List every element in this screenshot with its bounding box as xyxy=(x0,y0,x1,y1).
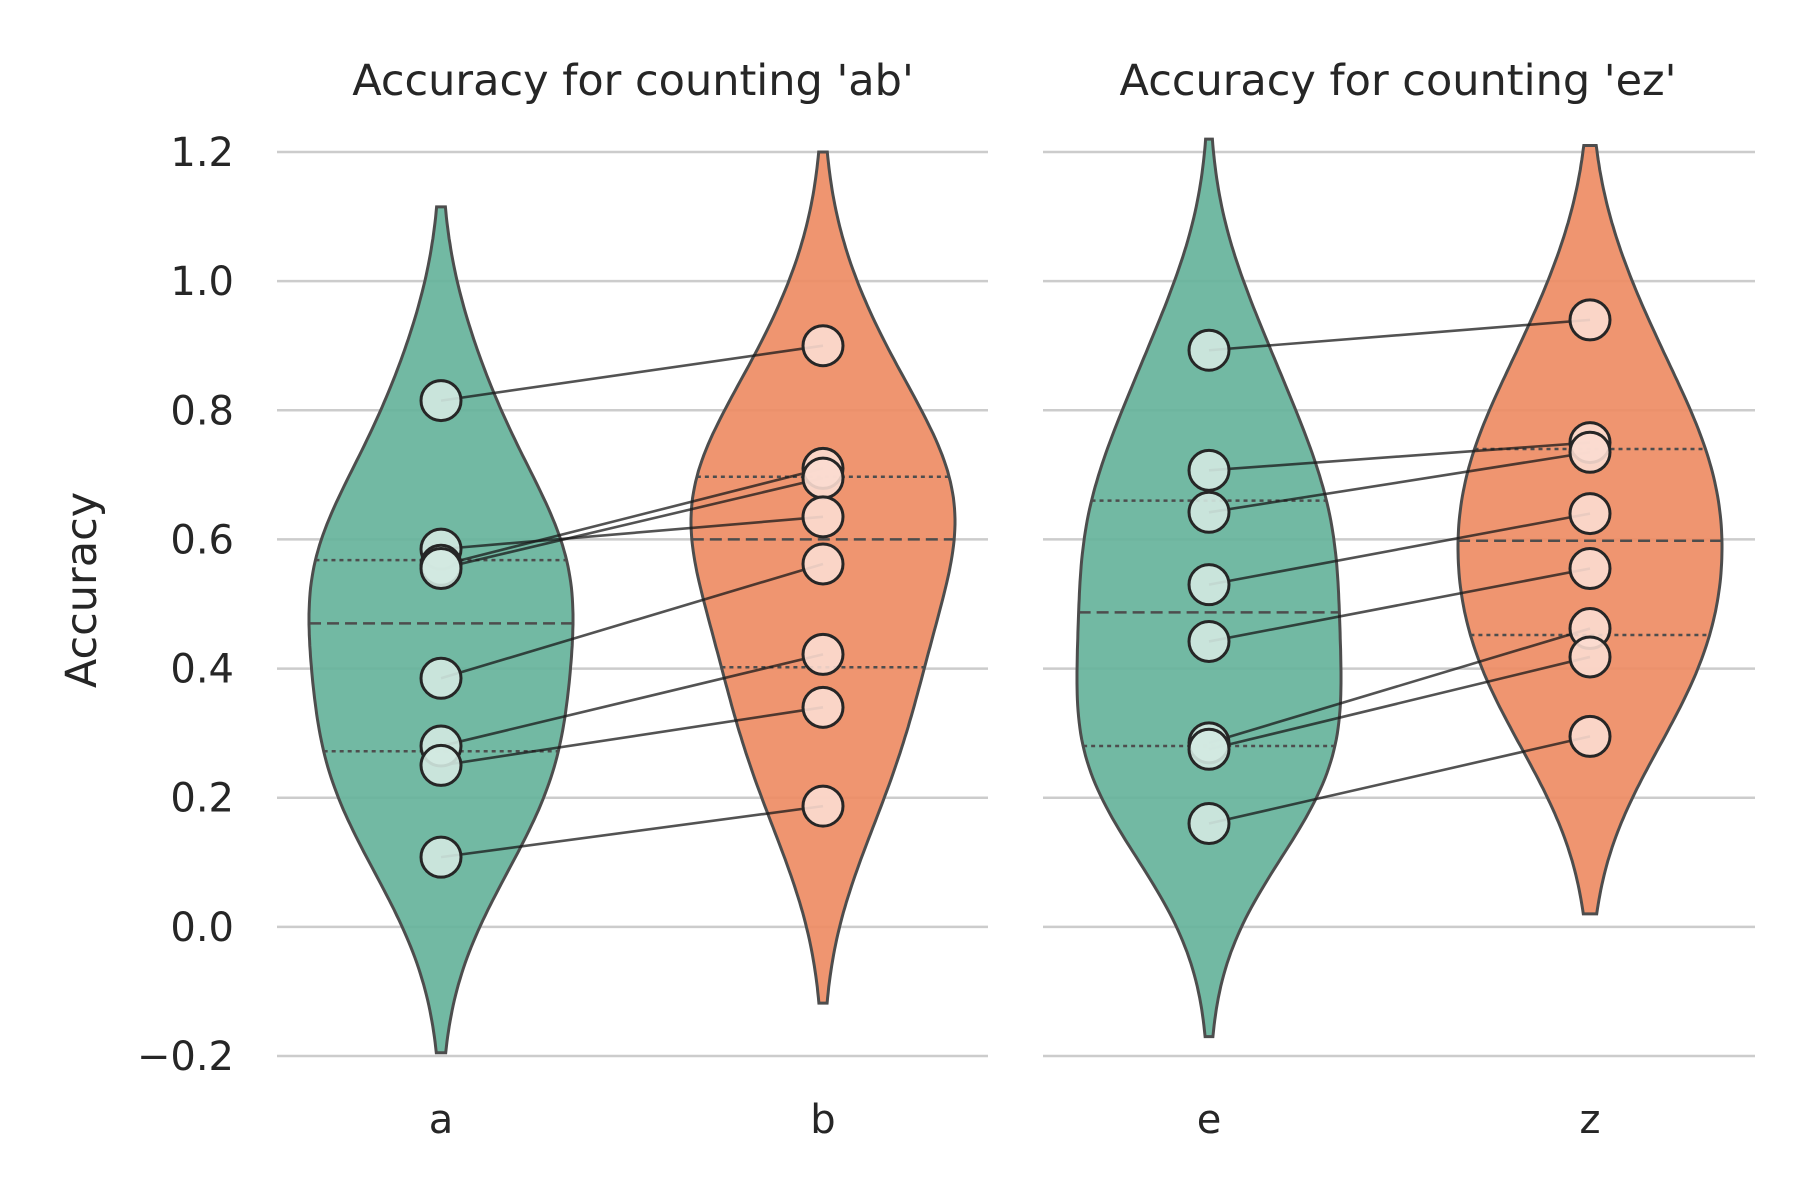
data-point-b xyxy=(801,632,845,676)
y-axis-label: Accuracy xyxy=(57,492,107,688)
data-point-z xyxy=(1568,430,1612,474)
data-point-e xyxy=(1187,490,1231,534)
pair-line xyxy=(1208,567,1591,643)
data-point-e xyxy=(1187,727,1231,771)
panel-title-ab: Accuracy for counting 'ab' xyxy=(352,56,914,106)
y-tick-label: 0.4 xyxy=(170,647,234,693)
data-point-b xyxy=(801,542,845,586)
paired-lines xyxy=(440,318,1591,859)
pair-line xyxy=(440,344,824,402)
y-tick-label: 0.8 xyxy=(170,388,234,434)
x-tick-label-b: b xyxy=(810,1097,835,1143)
data-point-b xyxy=(801,324,845,368)
pair-line xyxy=(440,562,824,680)
pair-line xyxy=(440,706,824,767)
violins xyxy=(307,137,1724,1055)
data-point-z xyxy=(1568,546,1612,590)
pair-line xyxy=(1208,735,1591,825)
pair-line xyxy=(1208,318,1591,352)
x-tick-label-e: e xyxy=(1197,1097,1222,1143)
pair-line xyxy=(440,476,824,570)
pair-line xyxy=(440,804,824,859)
y-tick-label: 0.6 xyxy=(170,517,234,563)
pair-line xyxy=(1208,627,1591,745)
x-tick-label-a: a xyxy=(429,1097,454,1143)
data-point-b xyxy=(801,784,845,828)
pair-line xyxy=(1208,655,1591,751)
data-point-z xyxy=(1568,635,1612,679)
data-point-b xyxy=(801,456,845,500)
violin-a xyxy=(307,205,575,1055)
data-point-z xyxy=(1568,714,1612,758)
data-point-z xyxy=(1568,298,1612,342)
pair-line xyxy=(1208,450,1591,514)
pair-line xyxy=(440,515,824,551)
y-tick-label: 0.0 xyxy=(170,905,234,951)
data-point-e xyxy=(1187,563,1231,607)
y-tick-label: 0.2 xyxy=(170,776,234,822)
y-tick-label: 1.2 xyxy=(170,130,234,176)
data-point-b xyxy=(801,685,845,729)
y-tick-label: −0.2 xyxy=(137,1034,234,1080)
data-points xyxy=(419,298,1612,879)
data-point-b xyxy=(801,495,845,539)
quartile-lines xyxy=(309,447,1722,753)
x-tick-label-z: z xyxy=(1580,1097,1601,1143)
panel-title-ez: Accuracy for counting 'ez' xyxy=(1120,56,1677,106)
data-point-z xyxy=(1568,492,1612,536)
data-point-e xyxy=(1187,448,1231,492)
y-tick-label: 1.0 xyxy=(170,259,234,305)
data-point-e xyxy=(1187,802,1231,846)
data-point-e xyxy=(1187,619,1231,663)
pair-line xyxy=(1208,441,1591,472)
data-point-a xyxy=(419,835,463,879)
pair-line xyxy=(1208,512,1591,586)
data-point-a xyxy=(419,743,463,787)
data-point-e xyxy=(1187,328,1231,372)
data-point-a xyxy=(419,546,463,590)
pair-line xyxy=(440,653,824,748)
pair-line xyxy=(440,467,824,567)
data-point-a xyxy=(419,379,463,423)
labels: Accuracy for counting 'ab' Accuracy for … xyxy=(57,56,1676,1143)
data-point-a xyxy=(419,656,463,700)
